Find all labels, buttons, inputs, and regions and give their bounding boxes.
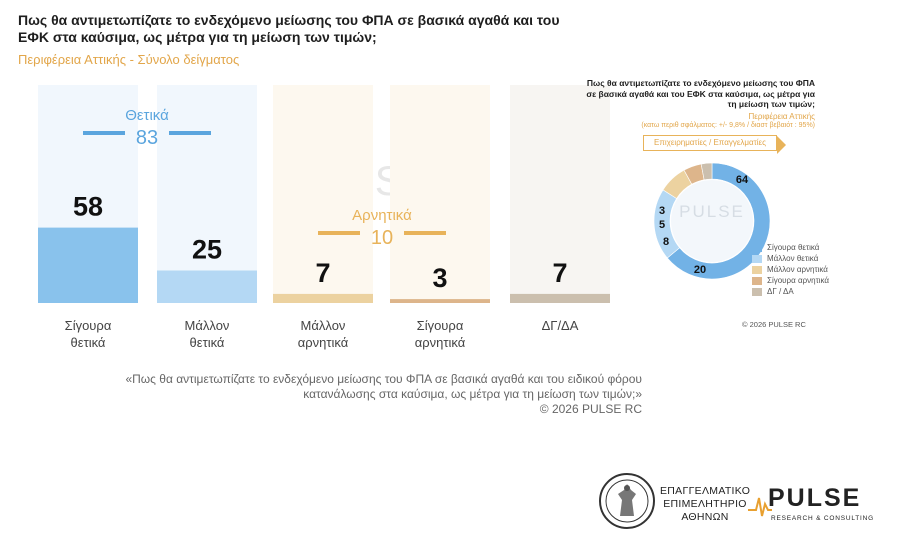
group-label: Αρνητικά	[352, 207, 412, 224]
donut-value-label: 20	[694, 264, 706, 276]
category-column-bg	[390, 85, 490, 303]
donut-watermark: PULSE	[679, 202, 745, 221]
chart-subtitle: Περιφέρεια Αττικής - Σύνολο δείγματος	[18, 52, 240, 67]
bar-value-label: 3	[432, 263, 447, 293]
bar	[38, 227, 138, 303]
bar-value-label: 58	[73, 192, 103, 222]
legend-label: Σίγουρα αρνητικά	[767, 276, 830, 285]
bar	[510, 293, 610, 303]
category-label: Μάλλον αρνητικά	[298, 318, 349, 350]
bar-value-label: 25	[192, 235, 222, 265]
legend-label: Μάλλον αρνητικά	[767, 265, 828, 274]
legend-swatch	[752, 254, 762, 263]
donut-slice	[666, 162, 771, 280]
chamber-name-line1: ΕΠΑΓΓΕΛΜΑΤΙΚΟ	[660, 485, 751, 497]
donut-slice	[700, 162, 713, 181]
donut-value-label: 5	[659, 219, 665, 231]
donut-subtitle: Περιφέρεια Αττικής	[748, 112, 815, 121]
donut-value-label: 3	[659, 205, 665, 217]
category-label-line: αρνητικά	[415, 335, 466, 350]
bar	[157, 270, 257, 303]
legend-swatch	[752, 243, 762, 252]
legend-item: Μάλλον θετικά	[752, 254, 818, 264]
group-arrow-icon	[777, 136, 786, 154]
pulse-logo: PULSE	[768, 484, 862, 512]
donut-value-label: 64	[736, 174, 749, 186]
bar-value-label: 7	[315, 258, 330, 288]
category-label-line: Σίγουρα	[65, 318, 112, 333]
donut-title: Πως θα αντιμετωπίζατε το ενδεχόμενο μείω…	[586, 78, 815, 109]
category-label: Σίγουρα αρνητικά	[415, 318, 466, 350]
donut-margin-note: (κατω περιθ σφάλματος: +/- 9,8% / διαστ …	[641, 122, 815, 129]
bar-value-label: 7	[552, 258, 567, 288]
category-column-bg	[273, 85, 373, 303]
category-label-line: ΔΓ/ΔΑ	[542, 318, 579, 333]
category-column-bg	[510, 85, 610, 303]
category-label-line: Σίγουρα	[417, 318, 464, 333]
legend-label: Σίγουρα θετικά	[767, 243, 820, 252]
category-label: Μάλλον θετικά	[185, 318, 230, 350]
category-label-line: θετικά	[71, 335, 106, 350]
legend-label: ΔΓ / ΔΑ	[767, 287, 794, 296]
legend-swatch	[752, 276, 762, 285]
chart-title: Πως θα αντιμετωπίζατε το ενδεχόμενο μείω…	[18, 12, 560, 45]
donut-value-label: 8	[663, 236, 669, 248]
category-label: ΔΓ/ΔΑ	[542, 318, 579, 333]
donut-group-label: Επιχειρηματίες / Επαγγελματίες	[643, 135, 777, 151]
bar	[273, 293, 373, 303]
pulse-logo-tagline: RESEARCH & CONSULTING	[771, 515, 874, 522]
legend-swatch	[752, 287, 762, 296]
chamber-name-line3: ΑΘΗΝΩΝ	[681, 511, 729, 523]
category-label-line: Μάλλον	[185, 318, 230, 333]
footnote-question-line1: «Πως θα αντιμετωπίζατε το ενδεχόμενο μεί…	[125, 372, 642, 386]
legend-item: Σίγουρα αρνητικά	[752, 276, 829, 286]
bar	[390, 299, 490, 303]
chamber-name: ΕΠΑΓΓΕΛΜΑΤΙΚΟ ΕΠΙΜΕΛΗΤΗΡΙΟ ΑΘΗΝΩΝ	[660, 485, 750, 524]
category-label-line: Μάλλον	[301, 318, 346, 333]
footnote-question-line2: κατανάλωσης στα καύσιμα, ως μέτρα για τη…	[303, 387, 642, 401]
chamber-seal-logo	[599, 473, 655, 529]
donut-copyright: © 2026 PULSE RC	[742, 320, 806, 329]
legend-item: ΔΓ / ΔΑ	[752, 287, 794, 297]
chamber-name-line2: ΕΠΙΜΕΛΗΤΗΡΙΟ	[663, 498, 747, 510]
group-value: 10	[371, 227, 393, 249]
pulse-wave-icon	[748, 497, 772, 517]
legend-label: Μάλλον θετικά	[767, 254, 819, 263]
legend-item: Μάλλον αρνητικά	[752, 265, 828, 275]
footnote-copyright: © 2026 PULSE RC	[539, 402, 642, 416]
category-label: Σίγουρα θετικά	[65, 318, 112, 350]
category-label-line: αρνητικά	[298, 335, 349, 350]
donut-center	[671, 180, 753, 262]
group-label: Θετικά	[125, 107, 169, 124]
category-column-bg	[157, 85, 257, 303]
group-value: 83	[136, 127, 158, 149]
category-label-line: θετικά	[190, 335, 225, 350]
legend-swatch	[752, 265, 762, 274]
legend-item: Σίγουρα θετικά	[752, 243, 819, 253]
